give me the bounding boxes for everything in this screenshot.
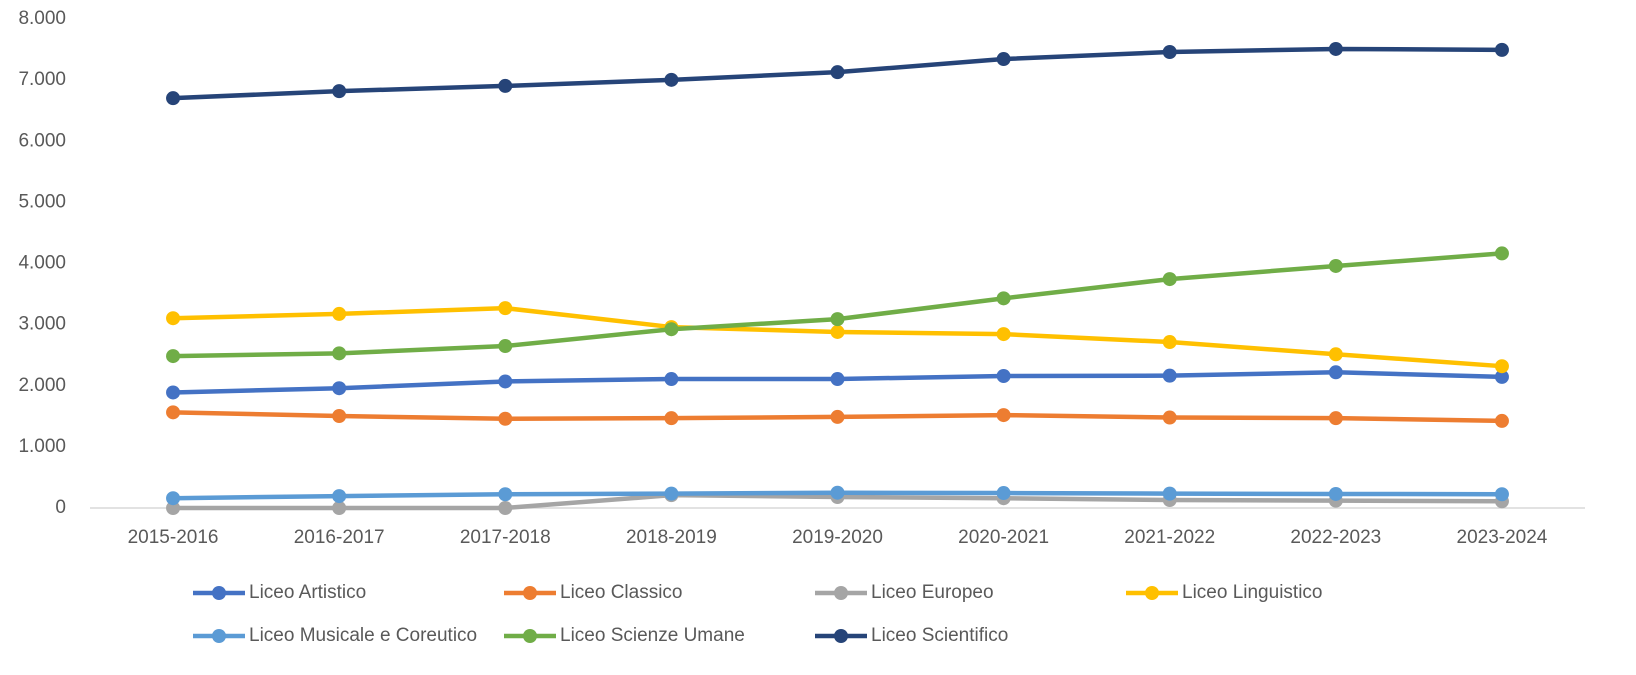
y-tick-label: 0 — [55, 497, 66, 518]
legend-marker — [1145, 586, 1159, 600]
legend-label: Liceo Artistico — [249, 582, 366, 603]
legend-label: Liceo Linguistico — [1182, 582, 1322, 603]
data-point — [664, 486, 679, 501]
data-point — [166, 311, 181, 326]
data-point — [996, 408, 1011, 423]
legend-label: Liceo Europeo — [871, 582, 994, 603]
x-tick-label: 2016-2017 — [294, 527, 385, 548]
data-point — [166, 385, 181, 400]
data-point — [498, 374, 513, 389]
legend-marker — [212, 629, 226, 643]
data-point — [332, 409, 347, 424]
data-point — [1494, 42, 1509, 57]
legend-label: Liceo Scientifico — [871, 625, 1008, 646]
data-point — [166, 491, 181, 506]
data-point — [332, 489, 347, 504]
y-tick-label: 8.000 — [18, 8, 66, 29]
data-point — [830, 485, 845, 500]
legend-marker — [834, 629, 848, 643]
data-point — [830, 324, 845, 339]
data-point — [498, 501, 513, 515]
data-point — [498, 301, 513, 316]
data-point — [1162, 45, 1177, 60]
data-point — [332, 381, 347, 396]
y-tick-label: 5.000 — [18, 191, 66, 212]
y-tick-label: 4.000 — [18, 253, 66, 274]
y-tick-label: 2.000 — [18, 375, 66, 396]
data-point — [1494, 359, 1509, 374]
data-point — [664, 411, 679, 426]
data-point — [830, 65, 845, 80]
x-tick-label: 2018-2019 — [626, 527, 717, 548]
data-point — [1162, 272, 1177, 287]
legend-label: Liceo Classico — [560, 582, 683, 603]
x-tick-label: 2022-2023 — [1290, 527, 1381, 548]
data-point — [1162, 368, 1177, 383]
data-point — [166, 91, 181, 106]
y-tick-label: 6.000 — [18, 130, 66, 151]
data-point — [1328, 258, 1343, 273]
data-point — [830, 312, 845, 327]
data-point — [1494, 413, 1509, 428]
data-point — [498, 411, 513, 426]
legend-marker — [523, 586, 537, 600]
y-tick-label: 1.000 — [18, 436, 66, 457]
data-point — [1494, 369, 1509, 384]
series-line — [173, 251, 1503, 359]
data-point — [1162, 335, 1177, 350]
data-point — [1162, 486, 1177, 501]
data-point — [166, 349, 181, 364]
data-point — [1328, 486, 1343, 501]
data-point — [332, 84, 347, 99]
data-point — [1328, 411, 1343, 426]
data-point — [498, 487, 513, 502]
data-point — [1328, 347, 1343, 362]
data-point — [332, 346, 347, 361]
legend-marker — [834, 586, 848, 600]
data-point — [1494, 246, 1509, 261]
x-tick-label: 2023-2024 — [1457, 527, 1548, 548]
legend-marker — [212, 586, 226, 600]
x-tick-label: 2017-2018 — [460, 527, 551, 548]
legend-label: Liceo Scienze Umane — [560, 625, 745, 646]
x-tick-label: 2021-2022 — [1124, 527, 1215, 548]
data-point — [996, 368, 1011, 383]
data-point — [1328, 365, 1343, 380]
data-point — [1328, 41, 1343, 56]
data-point — [498, 78, 513, 93]
data-point — [830, 409, 845, 424]
data-point — [664, 322, 679, 337]
data-point — [996, 52, 1011, 67]
data-point — [664, 372, 679, 387]
data-point — [1494, 487, 1509, 502]
x-tick-label: 2019-2020 — [792, 527, 883, 548]
legend-label: Liceo Musicale e Coreutico — [249, 625, 477, 646]
data-point — [498, 339, 513, 354]
data-point — [996, 327, 1011, 342]
y-tick-label: 3.000 — [18, 314, 66, 335]
data-point — [996, 486, 1011, 501]
data-point — [332, 501, 347, 515]
data-point — [166, 405, 181, 420]
data-point — [332, 306, 347, 321]
data-point — [996, 291, 1011, 306]
data-point — [166, 501, 181, 515]
data-point — [664, 72, 679, 87]
x-tick-label: 2015-2016 — [128, 527, 219, 548]
y-tick-label: 7.000 — [18, 69, 66, 90]
x-tick-label: 2020-2021 — [958, 527, 1049, 548]
data-point — [830, 372, 845, 387]
data-point — [1162, 410, 1177, 425]
legend-marker — [523, 629, 537, 643]
